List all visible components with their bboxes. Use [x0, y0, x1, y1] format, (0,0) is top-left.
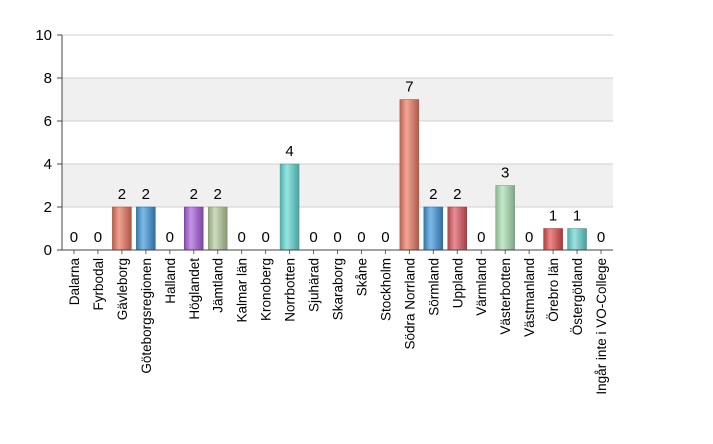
y-tick-label: 10 [35, 27, 52, 44]
data-label: 2 [214, 186, 222, 203]
x-tick-label: Stockholm [378, 258, 393, 321]
x-tick-label: Skåne [354, 258, 369, 296]
data-label: 0 [333, 229, 341, 246]
data-label: 0 [70, 229, 78, 246]
bar [567, 228, 587, 251]
x-tick-label: Sörmland [426, 258, 441, 316]
x-tick-label: Kronoberg [259, 258, 274, 321]
bar [495, 185, 515, 251]
data-label: 3 [501, 165, 509, 182]
data-label: 2 [142, 186, 150, 203]
bar [136, 206, 156, 251]
y-tick-label: 6 [44, 113, 52, 130]
x-tick-label: Östergötland [570, 258, 585, 335]
grid-band [62, 35, 613, 78]
x-tick-label: Kalmar län [235, 258, 250, 323]
bar [543, 228, 563, 251]
y-tick-label: 4 [44, 156, 52, 173]
x-tick-label: Höglandet [187, 258, 202, 320]
bar [207, 206, 228, 251]
data-label: 2 [453, 186, 461, 203]
x-tick-label: Norrbotten [283, 258, 298, 322]
bar [184, 206, 204, 251]
bar [279, 163, 300, 251]
x-tick-label: Örebro län [546, 258, 561, 322]
data-label: 4 [285, 143, 293, 160]
data-label: 0 [597, 229, 605, 246]
data-label: 0 [261, 229, 269, 246]
data-label: 2 [429, 186, 437, 203]
y-axis-ticks: 0 2 4 6 8 10 [35, 27, 62, 259]
y-tick-label: 2 [44, 199, 52, 216]
grid-bands [62, 35, 613, 250]
grid-band [62, 121, 613, 164]
x-tick-label: Värmland [474, 258, 489, 316]
x-tick-label: Ingår inte i VO-College [594, 258, 609, 395]
x-tick-label: Fyrbodal [91, 258, 106, 311]
data-label: 0 [309, 229, 317, 246]
data-label: 2 [118, 186, 126, 203]
x-tick-label: Jämtland [211, 258, 226, 313]
x-tick-label: Halland [163, 258, 178, 304]
data-label: 0 [525, 229, 533, 246]
bar [423, 206, 444, 251]
x-tick-label: Västerbotten [498, 258, 513, 335]
x-tick-label: Uppland [450, 258, 465, 308]
x-tick-label: Skaraborg [331, 258, 346, 320]
x-tick-label: Västmanland [522, 258, 537, 337]
y-tick-label: 0 [44, 242, 52, 259]
bar [399, 99, 420, 251]
grid-band [62, 78, 613, 121]
data-label: 1 [549, 208, 557, 225]
bars [112, 99, 587, 251]
data-label: 0 [94, 229, 102, 246]
data-label: 0 [238, 229, 246, 246]
data-label: 2 [190, 186, 198, 203]
x-tick-label: Gävleborg [115, 258, 130, 320]
x-tick-label: Dalarna [67, 258, 82, 306]
data-label: 0 [381, 229, 389, 246]
bar [447, 206, 468, 251]
data-label: 0 [477, 229, 485, 246]
data-label: 7 [405, 79, 413, 96]
data-label: 0 [166, 229, 174, 246]
bar [112, 206, 132, 251]
x-tick-label: Sjuhärad [307, 258, 322, 312]
x-axis-labels: Dalarna Fyrbodal Gävleborg Göteborgsregione… [67, 250, 609, 395]
y-tick-label: 8 [44, 70, 52, 87]
data-label: 0 [357, 229, 365, 246]
x-tick-label: Södra Norrland [402, 258, 417, 350]
grid-band [62, 164, 613, 207]
x-tick-label: Göteborgsregionen [139, 258, 154, 374]
data-label: 1 [573, 208, 581, 225]
